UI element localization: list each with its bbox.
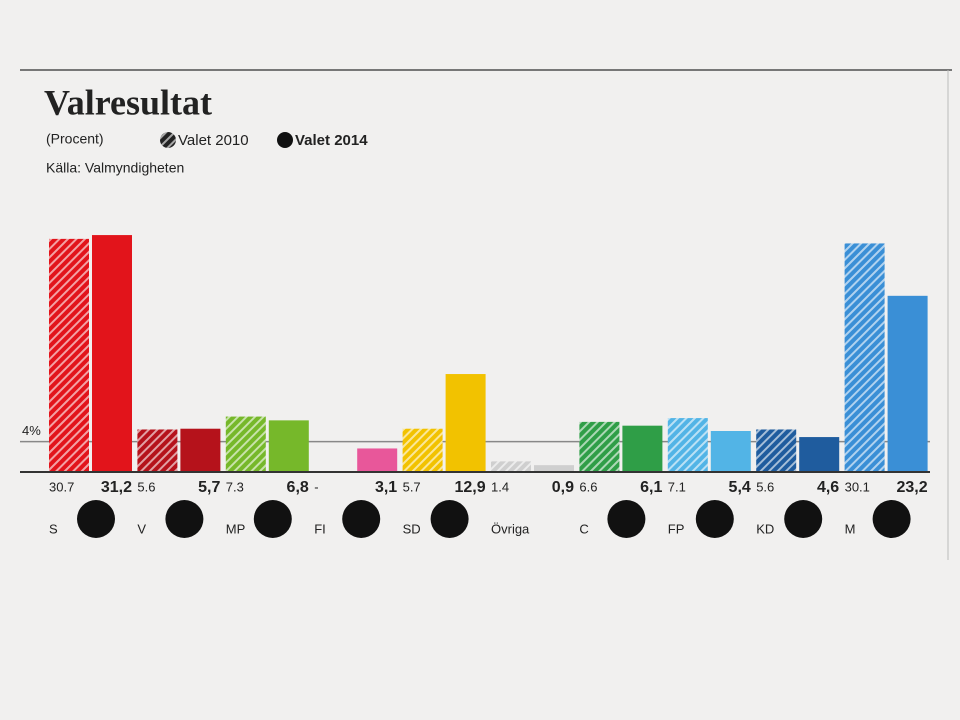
category-label: SD (403, 521, 421, 536)
bar (491, 461, 531, 472)
bar (180, 428, 221, 472)
bar (887, 295, 928, 472)
value-label: 30.1 (845, 479, 870, 494)
value-label: 7.1 (668, 479, 686, 494)
bar (844, 243, 885, 472)
category-label: C (579, 521, 588, 536)
party-logo (77, 500, 115, 538)
bar (225, 416, 266, 472)
bar (534, 465, 574, 472)
value-label: 3,1 (375, 479, 397, 496)
category-label: FP (668, 521, 685, 536)
chart-title: Valresultat (44, 82, 212, 122)
value-label: 5,7 (198, 479, 220, 496)
category-label: FI (314, 521, 326, 536)
value-label: 23,2 (896, 479, 927, 496)
value-label: 4,6 (817, 479, 839, 496)
bar (402, 428, 443, 472)
value-label: 12,9 (454, 479, 485, 496)
category-label: M (845, 521, 856, 536)
party-logo (784, 500, 823, 538)
legend-swatch (160, 132, 176, 148)
category-label: V (137, 521, 146, 536)
party-logo (430, 500, 469, 538)
party-logo (872, 500, 911, 538)
category-label: MP (226, 521, 246, 536)
category-label: KD (756, 521, 774, 536)
bar (710, 430, 751, 472)
bar (357, 448, 398, 472)
legend-swatch (277, 132, 293, 148)
bar (799, 437, 840, 472)
value-label: 5,4 (729, 479, 751, 496)
category-label: Övriga (491, 521, 530, 536)
value-label: 7.3 (226, 479, 244, 494)
value-label: 5.7 (403, 479, 421, 494)
legend-label: Valet 2014 (295, 132, 368, 149)
bar (92, 235, 132, 472)
legend-label: Valet 2010 (178, 132, 249, 149)
bar (49, 238, 89, 472)
party-logo (253, 500, 292, 538)
value-label: 6,1 (640, 479, 662, 496)
value-label: 5.6 (137, 479, 155, 494)
value-label: 5.6 (756, 479, 774, 494)
bar (268, 420, 309, 472)
value-label: 31,2 (101, 479, 132, 496)
party-logo (695, 500, 734, 538)
bar (667, 418, 708, 472)
bar (579, 421, 620, 472)
chart-subtitle: (Procent) (46, 131, 104, 147)
value-label: 6.6 (579, 479, 597, 494)
source: Källa: Valmyndigheten (46, 160, 184, 176)
party-logo (607, 500, 646, 538)
party-logo (342, 500, 381, 538)
value-label: 0,9 (552, 479, 574, 496)
value-label: - (314, 479, 318, 494)
bar (756, 429, 797, 472)
category-label: S (49, 521, 58, 536)
bar (137, 429, 178, 472)
value-label: 6,8 (287, 479, 309, 496)
threshold-label: 4% (22, 423, 41, 438)
value-label: 1.4 (491, 479, 509, 494)
party-logo (165, 500, 204, 538)
value-label: 30.7 (49, 479, 74, 494)
bar (622, 425, 663, 472)
bar (445, 374, 486, 472)
